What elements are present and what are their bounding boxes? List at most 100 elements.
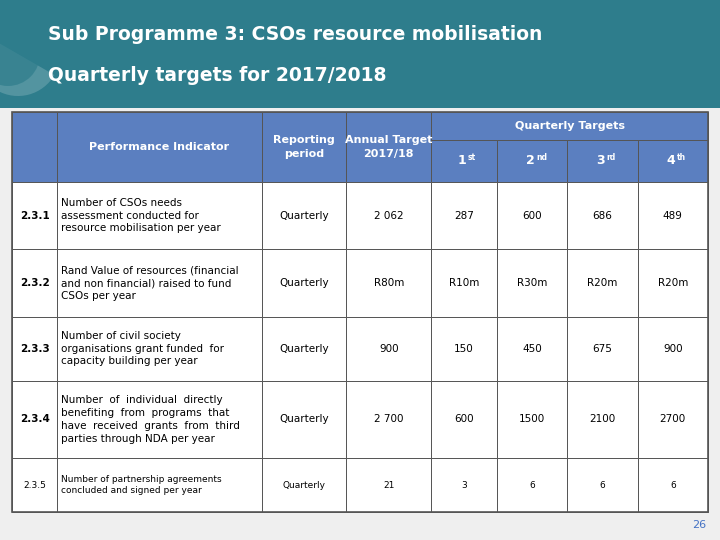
Text: 3: 3 — [461, 481, 467, 490]
Text: 600: 600 — [522, 211, 542, 221]
Text: 675: 675 — [593, 343, 613, 354]
Bar — [346, 381, 431, 458]
Bar — [567, 458, 638, 512]
Bar — [58, 316, 261, 381]
Bar — [497, 249, 567, 316]
Text: 26: 26 — [692, 520, 706, 530]
Text: Quarterly: Quarterly — [279, 414, 329, 424]
Bar — [12, 249, 58, 316]
Bar — [431, 140, 497, 182]
Text: R80m: R80m — [374, 278, 404, 288]
Bar — [261, 182, 346, 249]
Bar — [58, 381, 261, 458]
Bar — [58, 249, 261, 316]
Text: R30m: R30m — [517, 278, 547, 288]
Text: 150: 150 — [454, 343, 474, 354]
Text: 6: 6 — [529, 481, 535, 490]
Text: Sub Programme 3: CSOs resource mobilisation: Sub Programme 3: CSOs resource mobilisat… — [48, 25, 542, 44]
Bar — [58, 182, 261, 249]
Text: nd: nd — [536, 152, 547, 161]
Bar — [638, 249, 708, 316]
Wedge shape — [0, 33, 55, 96]
Bar — [346, 112, 431, 182]
Bar — [638, 458, 708, 512]
Text: rd: rd — [606, 152, 616, 161]
Bar — [261, 249, 346, 316]
Text: Quarterly targets for 2017/2018: Quarterly targets for 2017/2018 — [48, 66, 387, 85]
Bar — [431, 249, 497, 316]
Text: 2 062: 2 062 — [374, 211, 404, 221]
Text: 6: 6 — [600, 481, 606, 490]
Text: 900: 900 — [379, 343, 399, 354]
Text: 1: 1 — [458, 154, 467, 167]
Text: 686: 686 — [593, 211, 613, 221]
Text: 450: 450 — [522, 343, 542, 354]
Bar — [346, 316, 431, 381]
Text: 2.3.3: 2.3.3 — [20, 343, 50, 354]
Text: Quarterly: Quarterly — [279, 278, 329, 288]
Text: R20m: R20m — [588, 278, 618, 288]
Text: 1500: 1500 — [519, 414, 545, 424]
Text: 2.3.5: 2.3.5 — [23, 481, 46, 490]
Text: th: th — [677, 152, 686, 161]
Bar — [346, 182, 431, 249]
Bar — [497, 182, 567, 249]
Text: 287: 287 — [454, 211, 474, 221]
Bar — [12, 316, 58, 381]
Circle shape — [0, 22, 40, 86]
Text: 600: 600 — [454, 414, 474, 424]
Text: 21: 21 — [383, 481, 395, 490]
Text: Number  of  individual  directly
benefiting  from  programs  that
have  received: Number of individual directly benefiting… — [61, 395, 240, 443]
Bar — [431, 316, 497, 381]
Text: 2.3.4: 2.3.4 — [19, 414, 50, 424]
Bar — [346, 249, 431, 316]
Bar — [261, 458, 346, 512]
Text: Rand Value of resources (financial
and non financial) raised to fund
CSOs per ye: Rand Value of resources (financial and n… — [61, 265, 239, 301]
Text: 2100: 2100 — [590, 414, 616, 424]
Bar — [261, 381, 346, 458]
Bar — [567, 182, 638, 249]
Bar — [567, 140, 638, 182]
Bar — [346, 458, 431, 512]
Bar — [638, 316, 708, 381]
Text: Quarterly: Quarterly — [282, 481, 325, 490]
Text: 489: 489 — [663, 211, 683, 221]
Text: 2.3.2: 2.3.2 — [20, 278, 50, 288]
Bar — [12, 112, 708, 512]
Text: Quarterly: Quarterly — [279, 343, 329, 354]
Bar — [567, 316, 638, 381]
Bar — [431, 112, 708, 140]
Bar — [58, 458, 261, 512]
Text: Number of CSOs needs
assessment conducted for
resource mobilisation per year: Number of CSOs needs assessment conducte… — [61, 198, 221, 233]
Text: 2: 2 — [526, 154, 534, 167]
Text: 900: 900 — [663, 343, 683, 354]
Text: R10m: R10m — [449, 278, 480, 288]
Text: Reporting
period: Reporting period — [273, 136, 335, 159]
Bar — [567, 381, 638, 458]
Bar — [261, 316, 346, 381]
Text: Number of partnership agreements
concluded and signed per year: Number of partnership agreements conclud… — [61, 475, 222, 495]
Bar — [261, 112, 346, 182]
Bar — [12, 182, 58, 249]
Bar — [12, 458, 58, 512]
Bar — [431, 182, 497, 249]
Text: R20m: R20m — [657, 278, 688, 288]
Bar — [12, 112, 58, 182]
Bar — [638, 381, 708, 458]
Text: 4: 4 — [667, 154, 675, 167]
Bar — [497, 316, 567, 381]
Bar — [0, 0, 720, 108]
Text: 2.3.1: 2.3.1 — [20, 211, 50, 221]
Text: 6: 6 — [670, 481, 675, 490]
Text: Quarterly: Quarterly — [279, 211, 329, 221]
Bar — [431, 381, 497, 458]
Text: 2700: 2700 — [660, 414, 686, 424]
Text: Number of civil society
organisations grant funded  for
capacity building per ye: Number of civil society organisations gr… — [61, 331, 225, 367]
Bar — [497, 458, 567, 512]
Bar — [497, 140, 567, 182]
Text: Annual Target
2017/18: Annual Target 2017/18 — [345, 136, 433, 159]
Bar — [12, 381, 58, 458]
Text: 3: 3 — [596, 154, 605, 167]
Bar — [497, 381, 567, 458]
Text: Quarterly Targets: Quarterly Targets — [515, 121, 624, 131]
